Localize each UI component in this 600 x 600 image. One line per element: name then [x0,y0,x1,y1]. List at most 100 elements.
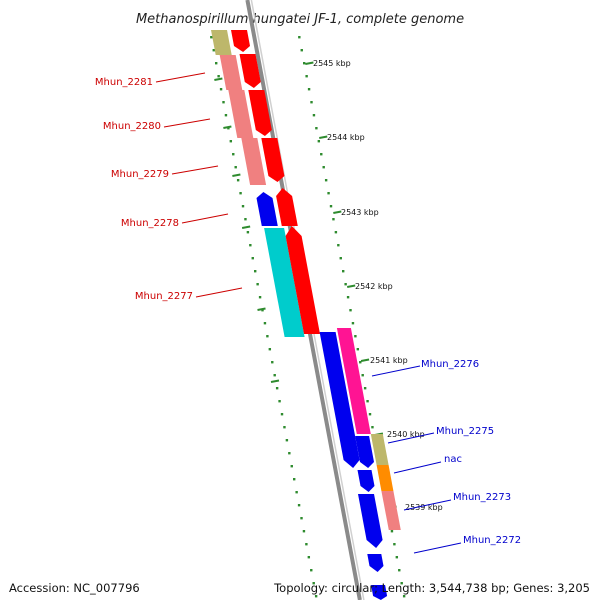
tick-dot [337,244,340,247]
gene-arrow [355,436,374,468]
gene-block-mhun-2278 [256,192,278,226]
leader-line[interactable] [181,213,229,224]
tick-dot [305,543,308,546]
tick-dot [317,140,321,143]
gene-label-mhun-2281[interactable]: Mhun_2281 [95,77,153,88]
tick-dot [227,127,230,130]
tick-dot [266,335,269,338]
leader-line[interactable] [371,365,421,377]
gene-label-mhun-2277[interactable]: Mhun_2277 [135,291,193,302]
leader-line[interactable] [393,461,442,474]
minor-tick [241,225,251,229]
gene-label-mhun-2273[interactable]: Mhun_2273 [453,492,511,503]
tick-dot [344,283,347,286]
tick-dot [293,478,296,481]
leader-line[interactable] [163,118,211,128]
tick-dot [305,75,308,78]
tick-dot [219,88,223,91]
tick-dot [398,569,401,572]
gene-block-mhun-2273 [381,491,401,530]
leader-line[interactable] [195,287,243,298]
tick-dot [310,569,313,572]
tick-dot [302,530,306,533]
kbp-label: 2544 kbp [327,133,365,142]
topology-label: Topology: circular; Length: 3,544,738 bp… [274,581,590,595]
gene-label-mhun-2278[interactable]: Mhun_2278 [121,218,179,229]
tick-dot [288,452,291,455]
tick-dot [342,270,345,273]
tick-dot [210,36,213,39]
tick-dot [329,205,333,208]
gene-labels: Mhun_2281 Mhun_2280 Mhun_2279 Mhun_2278 … [95,77,521,546]
gene-label-mhun-2279[interactable]: Mhun_2279 [111,169,169,180]
minor-tick [232,173,241,177]
tick-dot [390,530,394,533]
gene-arrow [248,90,272,136]
kbp-tick [360,358,370,362]
tick-dot [256,283,259,286]
tick-dot [366,400,369,403]
gene-arrow [231,30,250,52]
tick-dot [261,309,264,312]
tick-dot [356,348,360,351]
gene-block-mhun-2279 [241,138,267,185]
tick-dot [278,400,281,403]
tick-dot [285,439,289,442]
tick-dot [368,413,372,416]
minor-tick [257,307,266,311]
tick-dot [298,36,301,39]
tick-dot [315,127,318,130]
tick-dot [371,426,374,429]
leader-line[interactable] [387,432,435,444]
tick-dot [307,88,311,91]
gene-label-mhun-2275[interactable]: Mhun_2275 [436,426,494,437]
leader-line[interactable] [403,499,452,511]
tick-dot [271,361,274,364]
gene-label-mhun-2280[interactable]: Mhun_2280 [103,121,161,132]
tick-dot [290,465,293,468]
tick-dot [236,179,240,182]
tick-dot [244,218,247,221]
tick-dot [249,244,252,247]
gene-block-mhun-2281 [219,55,243,90]
kbp-label: 2545 kbp [313,59,351,68]
minor-tick [223,125,232,129]
tick-dot [312,114,316,117]
tick-dot [359,361,362,364]
map-title: Methanospirillum hungatei JF-1, complete… [136,12,464,27]
tick-dot [224,114,228,117]
tick-dot [300,49,303,52]
tick-dot [232,153,235,156]
tick-dot [361,374,364,377]
leader-line[interactable] [155,72,206,83]
gene-block-mhun-2277 [264,228,305,337]
tick-dot [283,426,286,429]
accession-label: Accession: NC_007796 [9,581,140,595]
tick-dot [346,296,350,299]
gene-label-mhun-2272[interactable]: Mhun_2272 [463,535,521,546]
kbp-label: 2543 kbp [341,208,379,217]
kbp-scale: 2545 kbp 2544 kbp 2543 kbp 2542 kbp 2541… [313,59,443,512]
gene-block-olive [211,30,232,55]
gene-block-mhun-2276 [319,332,360,468]
tick-dot [275,387,279,390]
tick-dot [339,257,342,260]
leader-line[interactable] [171,165,219,175]
kbp-tick [319,135,328,139]
tick-dot [295,491,298,494]
gene-label-nac[interactable]: nac [444,454,462,465]
tick-dot [254,270,257,273]
gene-arrow [261,138,285,182]
tick-dot [229,140,233,143]
leader-line[interactable] [413,542,462,554]
tick-dot [334,231,338,234]
tick-dot [351,322,355,325]
kbp-tick [347,284,356,288]
tick-dot [324,179,328,182]
kbp-tick [333,210,342,214]
kbp-label: 2540 kbp [387,430,425,439]
tick-dot [363,387,367,390]
tick-dot [354,335,357,338]
gene-arrow [358,494,383,548]
gene-label-mhun-2276[interactable]: Mhun_2276 [421,359,479,370]
